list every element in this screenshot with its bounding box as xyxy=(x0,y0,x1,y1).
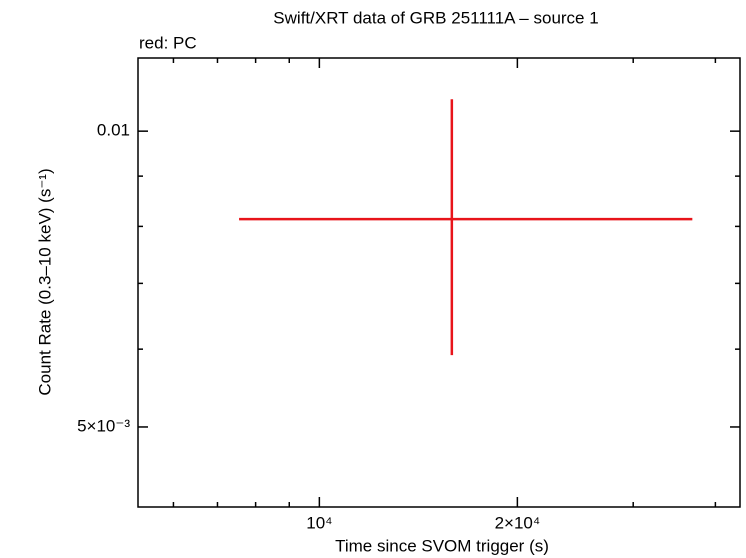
x-tick-label: 10⁴ xyxy=(306,513,332,532)
chart-title: Swift/XRT data of GRB 251111A – source 1 xyxy=(273,8,598,27)
y-tick-label: 0.01 xyxy=(97,121,130,140)
axes xyxy=(138,58,740,507)
x-tick-label: 2×10⁴ xyxy=(495,513,541,532)
subtitle: red: PC xyxy=(139,33,197,52)
y-tick-label: 5×10⁻³ xyxy=(77,416,130,435)
x-axis-label: Time since SVOM trigger (s) xyxy=(335,536,549,555)
plot-frame xyxy=(137,57,741,508)
y-axis-label: Count Rate (0.3–10 keV) (s⁻¹) xyxy=(35,168,54,395)
